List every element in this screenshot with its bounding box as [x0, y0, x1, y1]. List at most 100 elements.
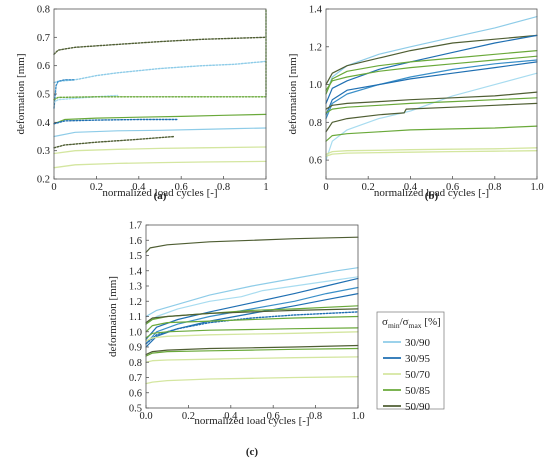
panel-c-y-tick-label-2: 0.7	[129, 373, 142, 384]
panel-a-y-tick-label-4: 0.6	[37, 61, 50, 72]
panel-c-y-tick-label-12: 1.7	[129, 221, 142, 232]
panel-c-series-50-85-line-10	[145, 315, 359, 333]
panel-b-series-30-95-line-3	[325, 34, 538, 105]
panel-c-y-tick-label-6: 1.1	[129, 312, 142, 323]
legend-label-50-90: 50/90	[405, 401, 431, 413]
panel-b-series-50-70-line-14	[325, 150, 538, 157]
panel-c-y-tick-label-10: 1.5	[129, 251, 142, 262]
panel-c-series-30-90-line-2	[145, 267, 359, 318]
panel-c-y-axis-label: deformation [mm]	[107, 276, 119, 357]
panel-a-x-tick-label-2: 0.4	[132, 182, 146, 193]
panel-b-x-axis-label: normalized load cycles [-]	[374, 187, 489, 199]
panel-a-y-tick-label-2: 0.4	[37, 118, 51, 129]
panel-c-x-tick-label-0: 0.0	[139, 411, 152, 422]
panel-a-series-30-95-line-3	[53, 79, 76, 109]
panel-b-series-30-90-line-1	[325, 16, 538, 95]
panel-b-y-axis-label: deformation [mm]	[287, 54, 299, 135]
legend-label-50-85: 50/85	[405, 385, 431, 397]
panel-a-series-30-90-line-2	[53, 60, 267, 84]
panel-b-panel-label: (b)	[425, 190, 439, 202]
panel-b-series-50-85-line-10	[325, 97, 538, 114]
panel-c-x-tick-label-3: 0.6	[267, 411, 280, 422]
panel-c-series-30-95-line-6	[145, 293, 359, 348]
panel-a-series-50-70-line-10	[53, 146, 267, 155]
legend-title: σmin/σmax [%]	[382, 316, 441, 330]
panel-a-panel-label: (a)	[154, 190, 167, 202]
panel-c-series-50-90-line-8	[145, 308, 359, 324]
panel-b-chart: 0 0.2 0.4 0.6 0.8 1.0 0.6 0.8 1.0 1.2 1.4 normalize…	[287, 5, 544, 203]
panel-b-x-tick-label-0: 0	[323, 182, 328, 193]
legend-label-30-90: 30/90	[405, 337, 431, 349]
panel-c-y-tick-label-7: 1.2	[129, 297, 142, 308]
panel-b-y-tick-label-1: 0.8	[309, 118, 322, 129]
panel-c-x-tick-label-4: 0.8	[309, 411, 322, 422]
panel-a-y-tick-label-5: 0.7	[37, 33, 50, 44]
panel-b-series-30-95-line-6	[325, 59, 538, 120]
panel-a-series-50-90-line-9	[53, 135, 176, 149]
panel-b-series-30-90-line-8	[325, 72, 538, 161]
panel-b-series-50-90-line-9	[325, 91, 538, 110]
panel-c-series-30-95-line-9	[145, 311, 359, 345]
panel-a-series-50-85-line-6	[53, 113, 267, 125]
panel-b-y-tick-label-2: 1.0	[309, 80, 322, 91]
panel-c-series-50-70-line-15	[145, 356, 359, 363]
panel-b-x-tick-label-4: 0.8	[488, 182, 501, 193]
panel-c-x-tick-label-2: 0.4	[224, 411, 238, 422]
panel-b-x-tick-label-2: 0.4	[404, 182, 418, 193]
panel-a-x-tick-label-0: 0	[51, 182, 56, 193]
panel-c-x-tick-label-1: 0.2	[182, 411, 195, 422]
panel-a-x-tick-label-5: 1	[263, 182, 268, 193]
panel-a-series-50-70-line-11	[53, 160, 267, 169]
panel-b-x-tick-label-5: 1.0	[530, 182, 543, 193]
panel-b-series-50-85-line-4	[325, 49, 538, 95]
panel-c-chart: 0.0 0.2 0.4 0.6 0.8 1.0 0.5 0.6 0.7 0.8 0.9 1.0 1.1 1…	[107, 221, 365, 459]
panel-c-series-50-85-line-11	[145, 327, 359, 339]
panel-a-x-axis-label: normalized load cycles [-]	[102, 187, 217, 199]
panel-a-x-tick-label-4: 0.8	[217, 182, 230, 193]
panel-c-series-50-70-line-12	[145, 331, 359, 342]
panel-b-y-tick-label-3: 1.2	[309, 42, 322, 53]
panel-c-y-tick-label-9: 1.4	[129, 266, 143, 277]
panel-c-x-axis-label: normalized load cycles [-]	[194, 415, 309, 427]
legend-label-50-70: 50/70	[405, 369, 431, 381]
panel-c-panel-label: (c)	[246, 446, 259, 458]
panel-a-y-tick-label-1: 0.3	[37, 146, 50, 157]
panel-b-series-50-85-line-5	[325, 55, 538, 91]
panel-a-series-50-90-line-1	[53, 36, 267, 55]
legend: σmin/σmax [%] 30/90 30/95 50/70 50/85 50/90	[376, 311, 445, 413]
panel-a-y-tick-label-0: 0.2	[37, 175, 50, 186]
panel-a-y-tick-label-3: 0.5	[37, 90, 50, 101]
legend-box	[376, 311, 445, 410]
panel-c-y-tick-label-3: 0.8	[129, 358, 142, 369]
panel-c-x-tick-label-5: 1.0	[351, 411, 364, 422]
panel-a-series-30-90-line-4	[53, 94, 119, 104]
panel-b-y-tick-label-4: 1.4	[309, 5, 323, 16]
panel-a-series-50-85-line-5	[53, 8, 267, 101]
panel-a-y-axis-label: deformation [mm]	[15, 54, 27, 135]
panel-b-series-30-95-line-7	[325, 61, 538, 116]
panel-a-chart: 0 0.2 0.4 0.6 0.8 10.20.30.40.50.60.70.8norma…	[15, 5, 269, 203]
panel-c-series-50-90-line-1	[145, 236, 359, 253]
panel-b-series-50-70-line-13	[325, 147, 538, 156]
panel-c-series-30-95-line-4	[145, 277, 359, 340]
panel-b-plot-frame	[325, 8, 538, 180]
panel-c-series-50-85-line-14	[145, 347, 359, 357]
panel-b-x-tick-label-3: 0.6	[446, 182, 459, 193]
panel-b-y-tick-label-0: 0.6	[309, 156, 322, 167]
panel-a-x-tick-label-3: 0.6	[175, 182, 188, 193]
panel-c-y-tick-label-1: 0.6	[129, 388, 142, 399]
panel-c-y-tick-label-5: 1.0	[129, 327, 142, 338]
panel-c-y-tick-label-4: 0.9	[129, 343, 142, 354]
panel-c-series-50-70-line-16	[145, 376, 359, 385]
panel-b-series-50-90-line-2	[325, 34, 538, 86]
panel-c-y-tick-label-8: 1.3	[129, 282, 142, 293]
panel-a-plot-frame	[53, 8, 267, 180]
panel-a-series-30-90-line-8	[53, 127, 267, 138]
panel-b-series-50-90-line-11	[325, 102, 538, 133]
panel-a-x-tick-label-1: 0.2	[90, 182, 103, 193]
panel-c-series-50-90-line-13	[145, 344, 359, 356]
panel-c-series-30-90-line-3	[145, 276, 359, 325]
panel-a-y-tick-label-6: 0.8	[37, 5, 50, 16]
panel-c-y-tick-label-0: 0.5	[129, 404, 142, 415]
